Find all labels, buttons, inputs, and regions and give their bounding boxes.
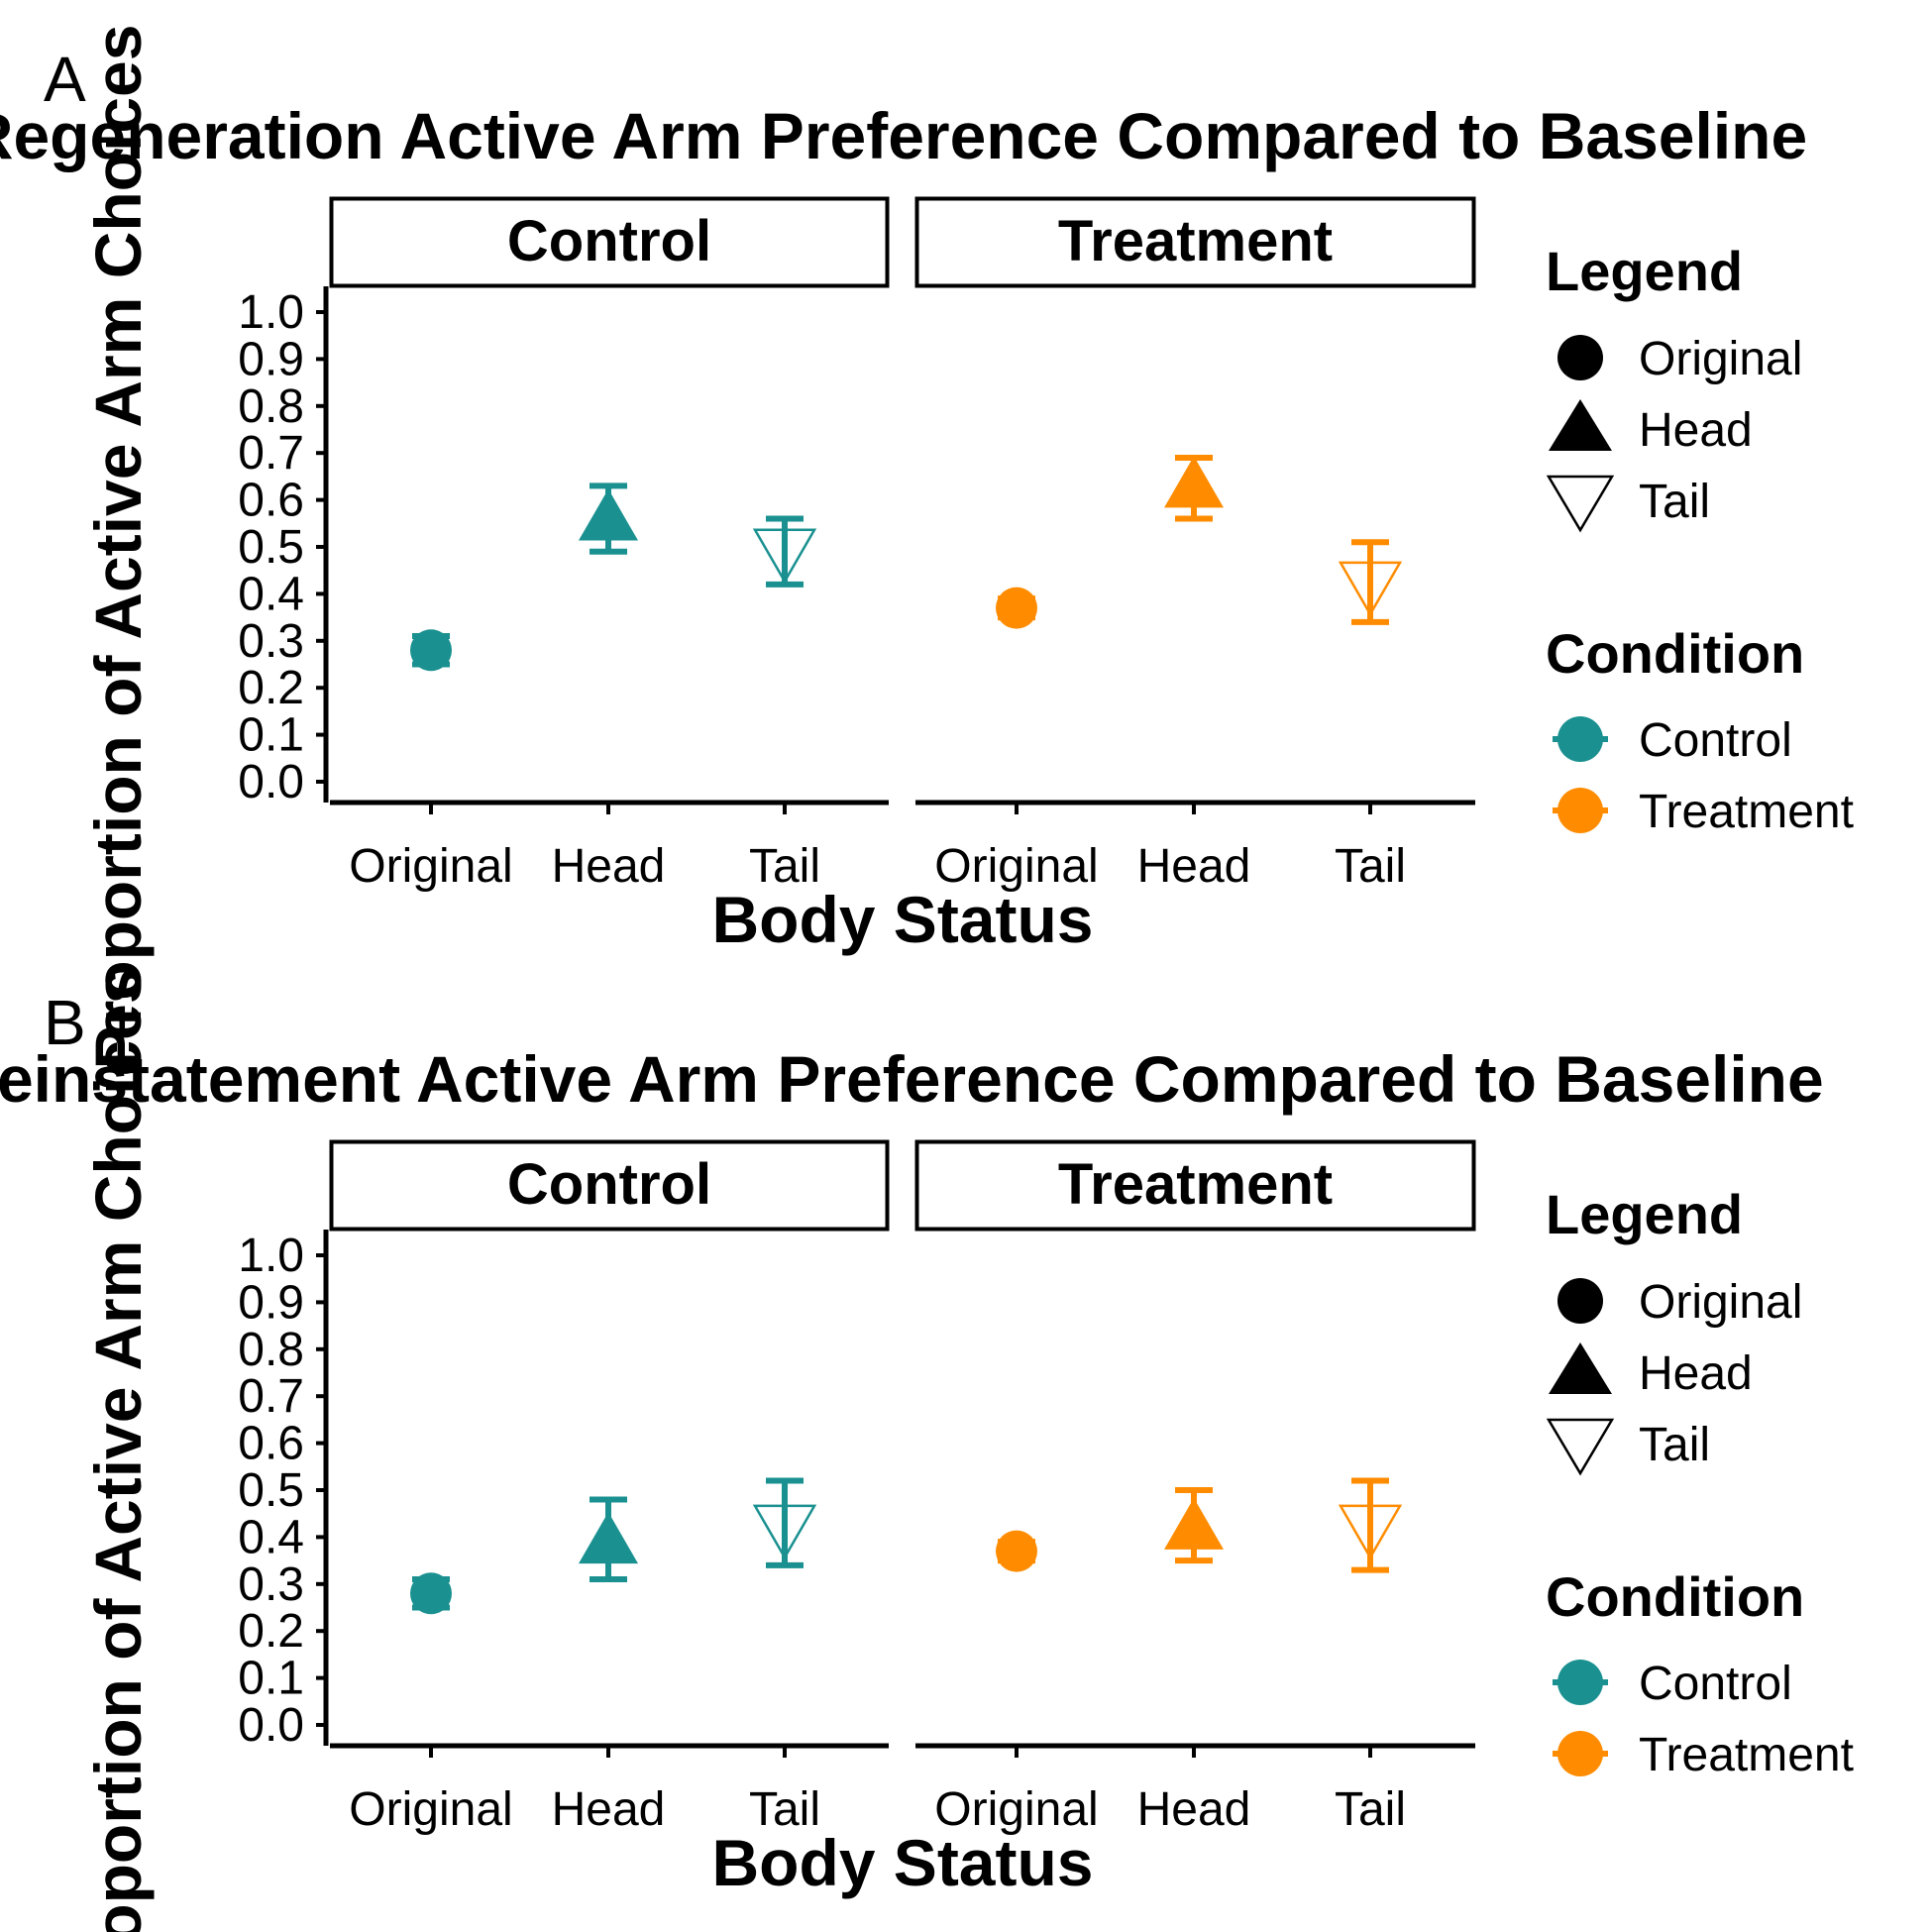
y-tick-label: 0.8: [238, 380, 304, 433]
y-tick-label: 1.0: [238, 1230, 304, 1282]
y-tick-label: 0.0: [238, 756, 304, 808]
legend-label: Original: [1639, 1276, 1802, 1329]
y-tick-label: 0.2: [238, 662, 304, 714]
y-tick-label: 0.9: [238, 333, 304, 385]
y-tick-label: 0.4: [238, 568, 304, 620]
legend-key-head: [1549, 1342, 1612, 1394]
x-tick-label: Head: [552, 1783, 666, 1836]
legend-key-tail: [1546, 1418, 1615, 1476]
legend-title-color: Condition: [1546, 622, 1804, 685]
facet-control: Control Original Head Tail: [329, 196, 890, 893]
legend-title-shape: Legend: [1546, 240, 1743, 302]
y-tick-label: 0.5: [238, 1464, 304, 1517]
legend-label: Head: [1639, 404, 1753, 457]
chart-title: Reinstatement Active Arm Preference Comp…: [0, 1042, 1824, 1116]
y-tick-label: 0.5: [238, 521, 304, 574]
legend-key-treatment: [1557, 1731, 1603, 1776]
facet-treatment: Treatment Original Head Tail: [914, 196, 1476, 893]
x-tick-label: Head: [1137, 1783, 1251, 1836]
facet-strip-label: Control: [507, 1152, 711, 1217]
x-axis-title: Body Status: [711, 883, 1093, 956]
point-treatment-tail: [1338, 561, 1403, 617]
point-treatment-original: [996, 1530, 1037, 1572]
error-bar: [1351, 539, 1389, 625]
point-control-head: [579, 1512, 638, 1564]
y-tick-label: 0.3: [238, 615, 304, 668]
y-tick-label: 0.7: [238, 1370, 304, 1423]
legend: Legend Original Head Tail Condition Control Tr…: [1546, 1183, 1854, 1781]
point-control-original: [410, 629, 452, 672]
legend-key-control: [1557, 1660, 1603, 1705]
panel-letter: B: [44, 987, 86, 1058]
point-control-head: [579, 488, 638, 541]
legend-key-tail: [1546, 475, 1615, 533]
legend: Legend Original Head Tail Condition Control Tr…: [1546, 240, 1854, 838]
x-tick-label: Original: [349, 1783, 512, 1836]
facet-strip: [914, 196, 1476, 288]
facet-control: Control Original Head Tail: [329, 1139, 890, 1836]
point-control-tail: [752, 1504, 817, 1560]
legend-title-color: Condition: [1546, 1565, 1804, 1628]
y-tick-label: 0.1: [238, 1653, 304, 1705]
legend-label: Treatment: [1639, 1729, 1854, 1781]
facet-strip: [329, 196, 890, 288]
point-treatment-head: [1164, 1497, 1224, 1550]
x-tick-label: Tail: [749, 840, 820, 893]
y-axis-title: Proportion of Active Arm Choices: [81, 968, 155, 1932]
point-treatment-head: [1164, 456, 1224, 508]
legend-label: Original: [1639, 333, 1802, 385]
x-axis-title: Body Status: [711, 1826, 1093, 1899]
error-bar: [766, 1477, 804, 1568]
x-tick-label: Original: [934, 1783, 1098, 1836]
legend-key-original: [1557, 335, 1603, 380]
facet-strip-label: Treatment: [1058, 209, 1333, 273]
point-treatment-original: [996, 587, 1037, 629]
facet-strip-label: Control: [507, 209, 711, 273]
point-control-original: [410, 1572, 452, 1615]
y-tick-label: 0.1: [238, 709, 304, 762]
legend-label: Treatment: [1639, 786, 1854, 838]
legend-key-control: [1557, 716, 1603, 762]
y-tick-label: 0.6: [238, 1418, 304, 1470]
y-tick-label: 0.4: [238, 1511, 304, 1563]
x-tick-label: Original: [349, 840, 512, 893]
x-tick-label: Tail: [749, 1783, 820, 1836]
legend-key-treatment: [1557, 788, 1603, 833]
point-control-tail: [752, 528, 817, 585]
legend-label: Head: [1639, 1347, 1753, 1400]
panel-letter: A: [44, 44, 86, 115]
y-tick-label: 0.7: [238, 427, 304, 480]
y-axis-title: Proportion of Active Arm Choices: [81, 25, 155, 1070]
y-tick-label: 0.0: [238, 1699, 304, 1752]
y-tick-label: 0.3: [238, 1558, 304, 1611]
legend-title-shape: Legend: [1546, 1183, 1743, 1245]
y-tick-label: 0.8: [238, 1324, 304, 1376]
legend-label: Control: [1639, 1658, 1792, 1710]
legend-label: Tail: [1639, 476, 1710, 528]
legend-key-head: [1549, 399, 1612, 451]
legend-label: Control: [1639, 714, 1792, 767]
x-tick-label: Tail: [1335, 840, 1406, 893]
facet-strip: [914, 1139, 1476, 1232]
x-tick-label: Tail: [1335, 1783, 1406, 1836]
legend-key-original: [1557, 1278, 1603, 1324]
x-tick-label: Head: [1137, 840, 1251, 893]
facet-strip-label: Treatment: [1058, 1152, 1333, 1217]
x-tick-label: Original: [934, 840, 1098, 893]
legend-label: Tail: [1639, 1419, 1710, 1471]
point-treatment-tail: [1338, 1504, 1403, 1560]
y-tick-label: 0.6: [238, 475, 304, 527]
y-tick-label: 0.9: [238, 1276, 304, 1329]
facet-strip: [329, 1139, 890, 1232]
y-tick-label: 0.2: [238, 1605, 304, 1658]
facet-treatment: Treatment Original Head Tail: [914, 1139, 1476, 1836]
chart-title: Regeneration Active Arm Preference Compa…: [0, 99, 1807, 172]
y-tick-label: 1.0: [238, 286, 304, 339]
x-tick-label: Head: [552, 840, 666, 893]
